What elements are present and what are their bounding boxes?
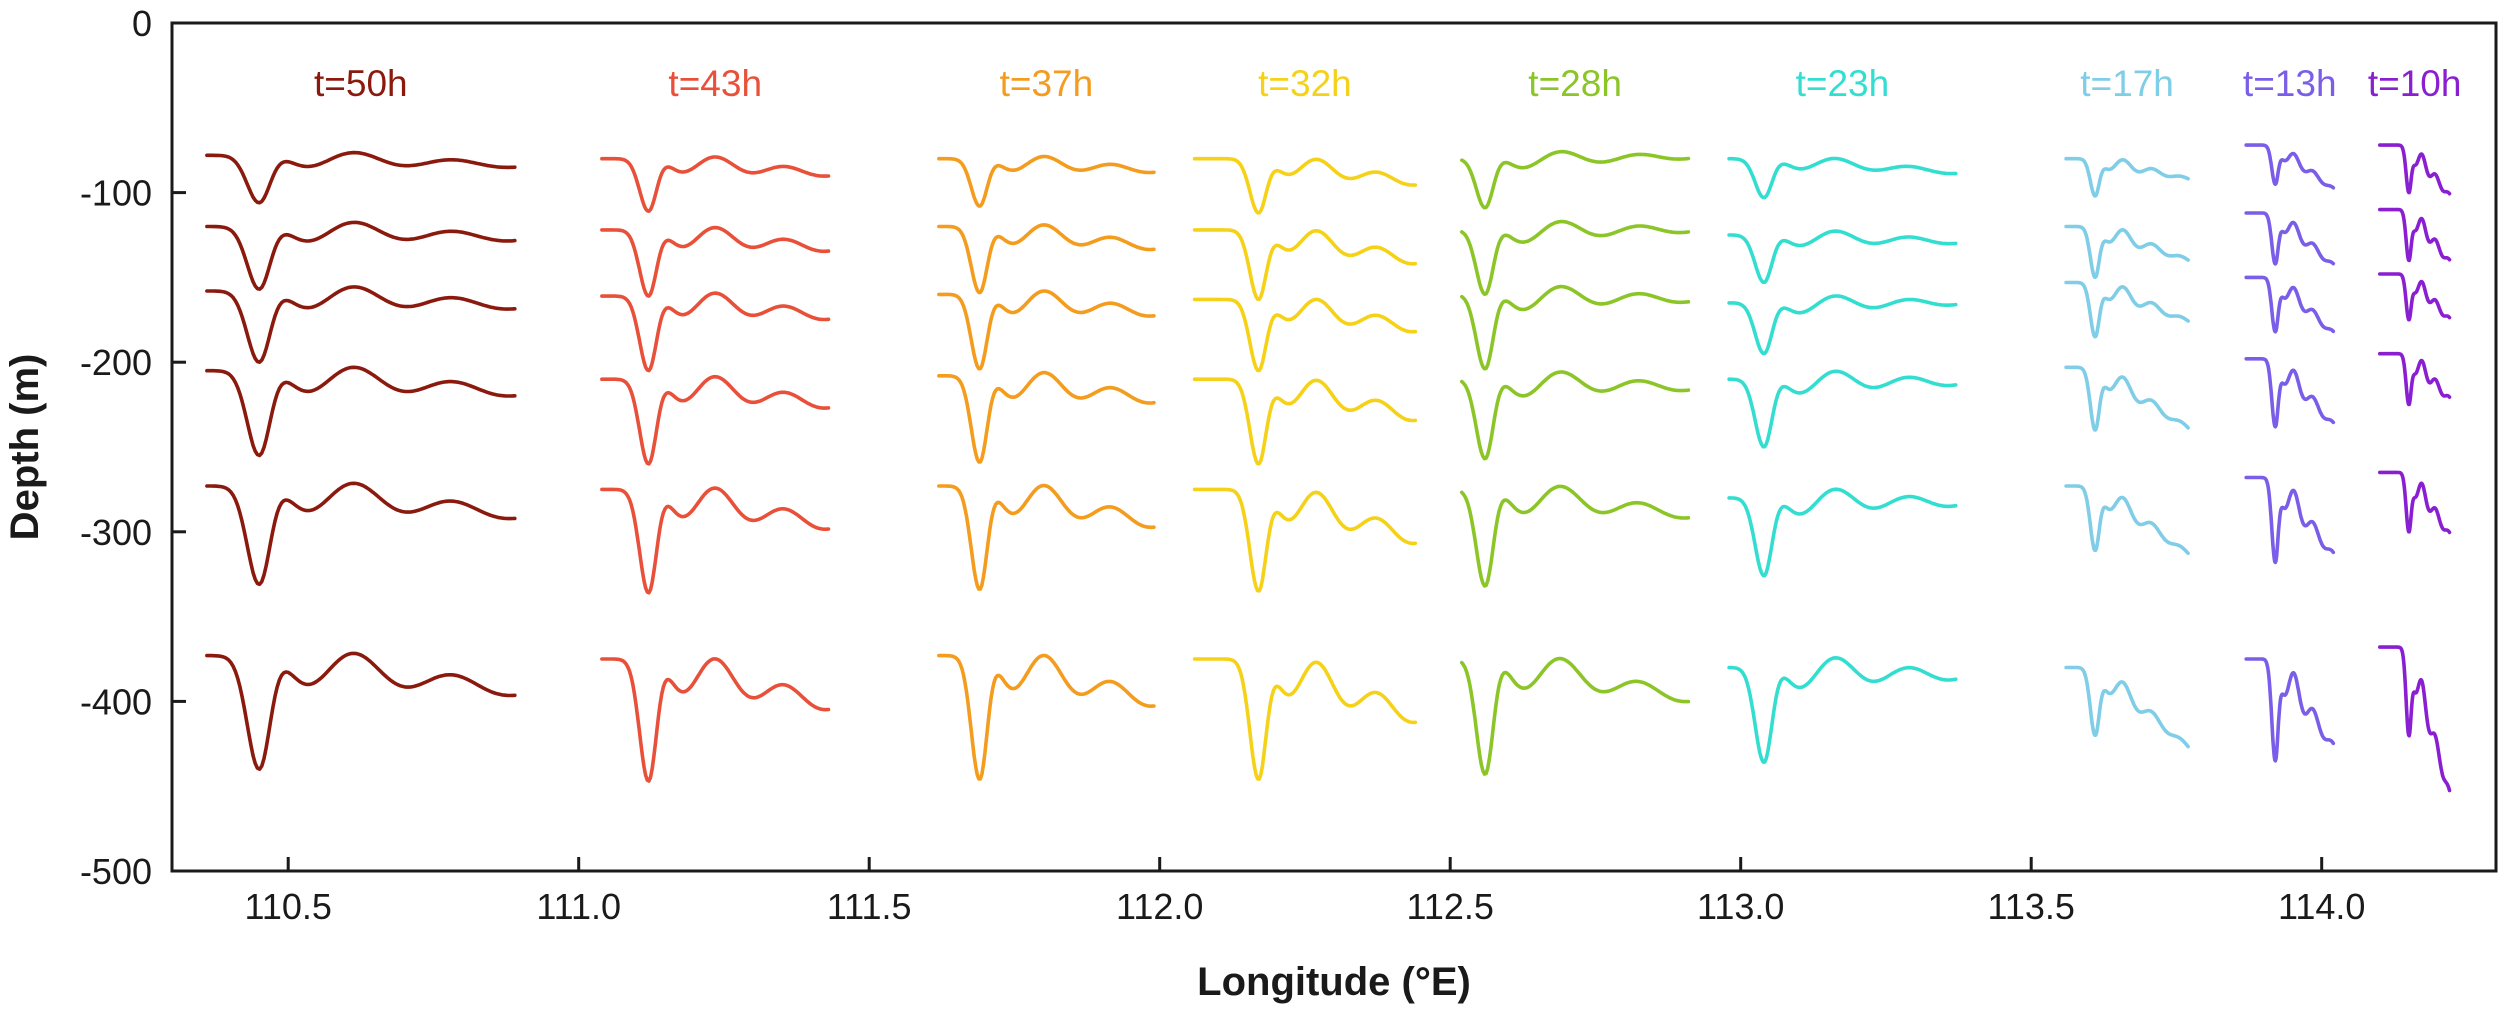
x-axis-title: Longitude (°E) [1197,960,1471,1004]
series-layer: t=50h t=43h t=37h t=32h t=28h t=23h t=17h t=13h… [205,63,2462,793]
isotherm-profile-line [2244,275,2336,334]
isotherm-profile-line [2378,207,2452,263]
isotherm-profile-line [1727,294,1958,356]
series-t-37h: t=37h [937,63,1156,781]
isotherm-profile-line [2378,143,2452,196]
y-tick-label: -100 [80,173,152,214]
x-tick-label: 112.0 [1116,886,1203,927]
isotherm-profile-line [1460,149,1691,210]
y-axis-title: Depth (m) [3,354,47,541]
isotherm-profile-line [1192,487,1418,593]
series-label: t=17h [2080,63,2174,104]
x-tick-label: 113.5 [1987,886,2074,927]
isotherm-profile-line [2244,657,2336,763]
isotherm-profile-line [937,289,1156,371]
isotherm-profile-line [600,225,831,298]
isotherm-profile-line [2064,280,2190,339]
isotherm-profile-line [1727,487,1958,578]
isotherm-profile-line [2244,143,2336,190]
isotherm-profile-line [937,154,1156,208]
isotherm-profile-line [600,486,831,595]
x-axis-ticks: 110.5 111.0 111.5 112.0 112.5 113.0 113.5 114.0 [244,857,2365,927]
y-tick-label: -300 [80,512,152,553]
isotherm-profile-line [2244,211,2336,266]
isotherm-profile-line [205,481,517,587]
isotherm-profile-line [2064,484,2190,556]
isotherm-profile-line [1727,369,1958,449]
isotherm-profile-line [1460,656,1691,776]
isotherm-profile-line [2378,351,2452,407]
isotherm-profile-line [600,374,831,466]
isotherm-profile-line [1460,484,1691,588]
y-tick-label: -200 [80,342,152,383]
x-tick-label: 111.0 [536,886,621,927]
isotherm-profile-line [2244,357,2336,429]
isotherm-profile-line [2064,665,2190,749]
isotherm-profile-line [205,150,517,205]
isotherm-profile-line [1727,156,1958,200]
isotherm-profile-line [1727,656,1958,764]
series-t-32h: t=32h [1192,63,1418,781]
isotherm-profile-line [1192,377,1418,466]
isotherm-profile-line [2064,224,2190,280]
series-t-28h: t=28h [1460,63,1691,776]
series-label: t=37h [1000,63,1094,104]
isotherm-profile-line [2378,645,2452,793]
isotherm-profile-line [600,657,831,783]
isotherm-profile-line [205,285,517,364]
isotherm-profile-line [937,370,1156,464]
isotherm-profile-line [205,651,517,771]
series-t-43h: t=43h [600,63,831,783]
isotherm-profile-line [1192,228,1418,302]
isotherm-profile-line [937,653,1156,781]
y-tick-label: -500 [80,851,152,892]
series-t-10h: t=10h [2368,63,2462,793]
series-t-13h: t=13h [2243,63,2337,763]
series-t-17h: t=17h [2064,63,2190,749]
series-label: t=28h [1528,63,1622,104]
isotherm-profile-line [600,155,831,213]
isotherm-profile-line [205,365,517,458]
series-t-23h: t=23h [1727,63,1958,764]
x-tick-label: 113.0 [1697,886,1784,927]
series-label: t=10h [2368,63,2462,104]
series-label: t=32h [1258,63,1352,104]
isotherm-profile-line [1192,297,1418,373]
y-axis-ticks: 0 -100 -200 -300 -400 -500 [80,3,186,892]
x-tick-label: 112.5 [1406,886,1493,927]
isotherm-profile-line [937,223,1156,295]
isotherm-profile-line [2064,365,2190,432]
isotherm-profile-line [1460,370,1691,461]
x-tick-label: 114.0 [2278,886,2365,927]
isotherm-profile-line [600,291,831,373]
series-label: t=43h [668,63,762,104]
series-label: t=50h [314,63,408,104]
plot-frame [170,21,2498,873]
isotherm-profile-line [205,220,517,291]
y-tick-label: -400 [80,681,152,722]
series-t-50h: t=50h [205,63,517,771]
isotherm-profile-line [937,483,1156,591]
isotherm-profile-line [1460,219,1691,296]
isotherm-profile-line [1727,229,1958,285]
series-label: t=23h [1796,63,1890,104]
y-tick-label: 0 [132,3,152,44]
isotherm-profile-line [1192,657,1418,781]
series-label: t=13h [2243,63,2337,104]
isotherm-profile-line [2064,156,2190,198]
x-tick-label: 110.5 [244,886,331,927]
isotherm-profile-line [2244,475,2336,565]
isotherm-profile-line [1192,156,1418,215]
isotherm-profile-line [2378,272,2452,322]
x-tick-label: 111.5 [827,886,912,927]
isotherm-profile-line [1460,284,1691,371]
isotherm-profile-line [2378,470,2452,535]
